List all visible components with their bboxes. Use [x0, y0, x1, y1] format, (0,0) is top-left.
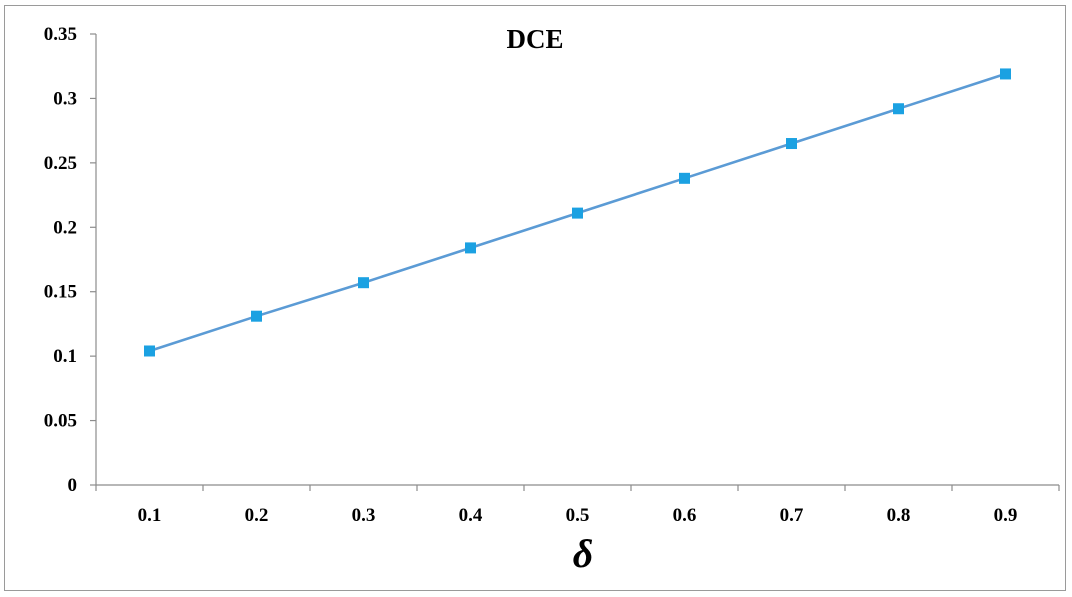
y-tick-label: 0.05 — [44, 411, 77, 432]
y-axis-ticks: 0 0.05 0.1 0.15 0.2 0.25 0.3 0.35 — [44, 24, 96, 496]
data-point-marker — [465, 242, 476, 254]
x-tick-label: 0.8 — [887, 505, 911, 526]
chart-frame — [4, 5, 1066, 591]
data-point-marker — [358, 277, 369, 289]
data-point-marker — [786, 138, 797, 150]
data-point-marker — [893, 103, 904, 115]
y-tick-label: 0.35 — [44, 24, 77, 45]
data-point-marker — [572, 207, 583, 219]
x-tick-label: 0.7 — [780, 505, 804, 526]
y-tick-label: 0.15 — [44, 282, 77, 303]
x-axis-title: δ — [573, 531, 594, 576]
chart-title: DCE — [506, 24, 563, 54]
y-tick-label: 0.1 — [53, 346, 77, 367]
data-point-marker — [144, 345, 155, 357]
x-tick-label: 0.4 — [459, 505, 483, 526]
y-tick-label: 0.2 — [53, 217, 77, 238]
y-tick-label: 0 — [68, 475, 78, 496]
x-tick-label: 0.9 — [994, 505, 1018, 526]
x-tick-label: 0.3 — [352, 505, 376, 526]
x-tick-label: 0.1 — [138, 505, 162, 526]
series-layer — [144, 68, 1011, 357]
x-tick-label: 0.6 — [673, 505, 697, 526]
data-point-marker — [679, 172, 690, 184]
x-axis-ticks: 0.1 0.2 0.3 0.4 0.5 0.6 0.7 0.8 0.9 — [95, 485, 1060, 526]
y-tick-label: 0.25 — [44, 153, 77, 174]
data-point-marker — [251, 310, 262, 322]
y-tick-label: 0.3 — [53, 88, 77, 109]
x-tick-label: 0.5 — [566, 505, 590, 526]
axes — [95, 34, 1059, 486]
x-tick-label: 0.2 — [245, 505, 269, 526]
data-point-marker — [1000, 68, 1011, 80]
